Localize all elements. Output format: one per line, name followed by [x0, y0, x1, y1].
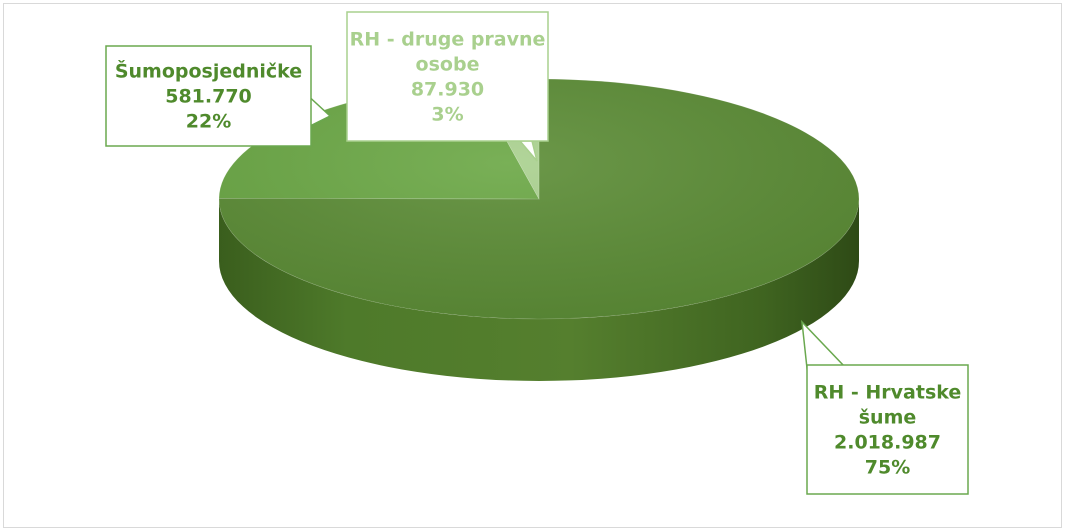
callout-label-line: osobe: [416, 54, 480, 76]
chart-area: RH - Hrvatske šume 2.018.987 75% Šumoposjedn…: [3, 3, 1062, 528]
callout-box: [105, 45, 312, 147]
callout-druge-pravne-osobe: RH - druge pravne osobe 87.930 3%: [346, 11, 549, 162]
callout-percent: 3%: [431, 104, 463, 126]
pie-chart: RH - Hrvatske šume 2.018.987 75% Šumoposjedn…: [105, 11, 969, 495]
callout-box: [346, 11, 549, 142]
pie-side: [219, 199, 859, 381]
callout-sumoposjednicke: Šumoposjedničke 581.770 22%: [105, 45, 332, 147]
callout-value: 2.018.987: [834, 432, 941, 454]
callout-value: 581.770: [165, 86, 252, 108]
callout-hrvatske-sume: RH - Hrvatske šume 2.018.987 75%: [801, 319, 969, 495]
callout-text: Šumoposjedničke 581.770 22%: [115, 59, 302, 133]
data-labels: RH - Hrvatske šume 2.018.987 75% Šumoposjedn…: [105, 11, 969, 495]
callout-label-line: Šumoposjedničke: [115, 59, 302, 83]
callout-value: 87.930: [411, 79, 484, 101]
callout-box: [806, 364, 969, 495]
callout-label-line: RH - druge pravne: [350, 29, 546, 51]
callout-percent: 75%: [865, 457, 910, 479]
callout-text: RH - druge pravne osobe 87.930 3%: [350, 29, 546, 126]
callout-label-line: šume: [859, 407, 917, 429]
callout-text: RH - Hrvatske šume 2.018.987 75%: [814, 382, 962, 479]
pie-side-wall: [219, 199, 859, 381]
callout-label-line: RH - Hrvatske: [814, 382, 962, 404]
callout-percent: 22%: [186, 111, 231, 133]
